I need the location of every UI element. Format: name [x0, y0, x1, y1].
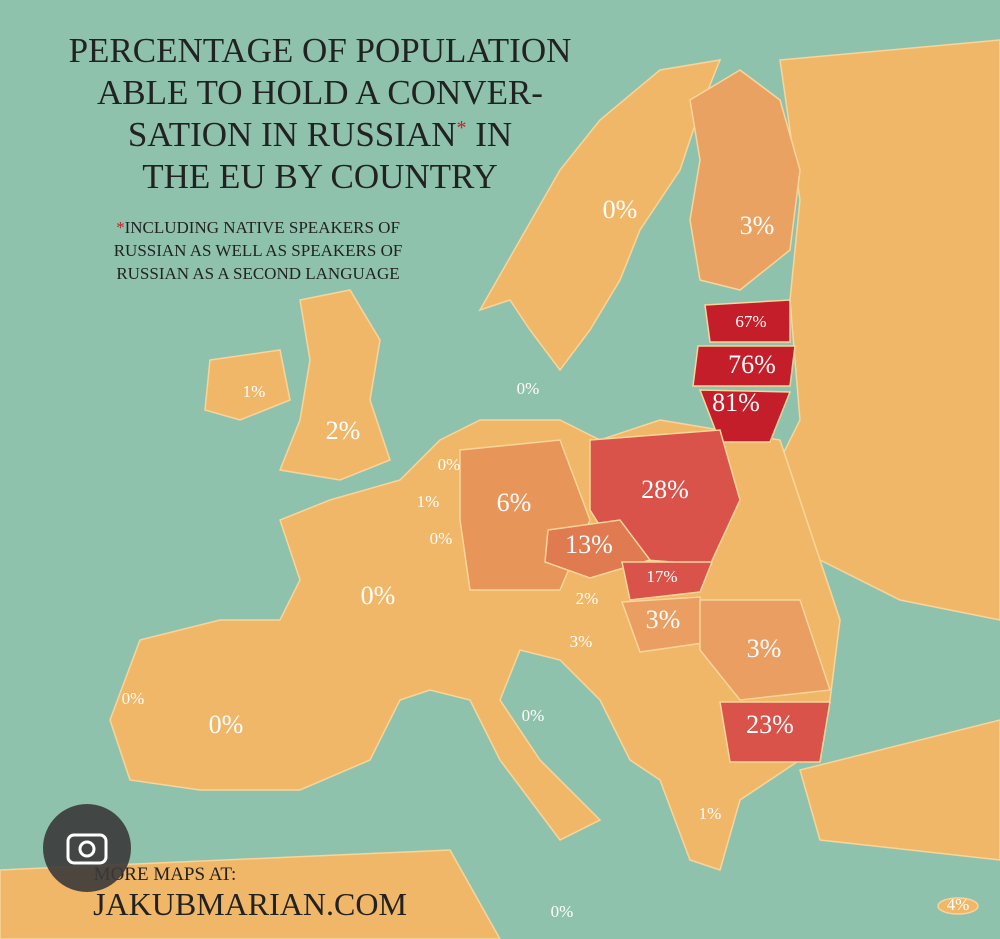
country-label: 0% — [209, 710, 244, 739]
footnote-line: RUSSIAN AS A SECOND LANGUAGE — [116, 264, 399, 283]
country-label: 81% — [712, 388, 760, 417]
footnote-part: INCLUDING NATIVE SPEAKERS OF — [125, 218, 400, 237]
country-label: 0% — [430, 529, 453, 548]
asterisk: * — [116, 218, 125, 237]
country-label: 1% — [417, 492, 440, 511]
country-label: 2% — [326, 416, 361, 445]
country-label: 0% — [517, 379, 540, 398]
title-line: SATION IN RUSSIAN* IN — [128, 115, 512, 154]
country-label: 0% — [361, 581, 396, 610]
country-label: 2% — [576, 589, 599, 608]
land — [0, 39, 1000, 939]
title-line: ABLE TO HOLD A CONVER- — [97, 73, 543, 112]
asterisk: * — [456, 117, 466, 139]
country-label: 0% — [551, 902, 574, 921]
country-label: 23% — [746, 710, 794, 739]
title-line: PERCENTAGE OF POPULATION — [69, 31, 572, 70]
lens-button[interactable] — [43, 804, 131, 892]
footnote-line: RUSSIAN AS WELL AS SPEAKERS OF — [114, 241, 403, 260]
title-part: IN — [466, 115, 512, 154]
country-label: 28% — [641, 475, 689, 504]
country-label: 3% — [740, 211, 775, 240]
country-label: 3% — [646, 605, 681, 634]
country-label: 17% — [646, 567, 677, 586]
country-label: 0% — [122, 689, 145, 708]
country-label: 3% — [570, 632, 593, 651]
footnote-line: *INCLUDING NATIVE SPEAKERS OF — [116, 218, 400, 237]
country-label: 1% — [699, 804, 722, 823]
footer-site: JAKUBMARIAN.COM — [93, 886, 407, 922]
country-label: 76% — [728, 350, 776, 379]
title-part: SATION IN RUSSIAN — [128, 115, 457, 154]
country-label: 67% — [735, 312, 766, 331]
title-line: THE EU BY COUNTRY — [142, 157, 498, 196]
country-label: 3% — [747, 634, 782, 663]
country-label: 0% — [438, 455, 461, 474]
country-label: 4% — [947, 895, 970, 914]
country-label: 6% — [497, 488, 532, 517]
country-label: 1% — [243, 382, 266, 401]
labels: 0% 3% 67% 76% 81% 1% 2% 0% 0% 1% 0% 6% 2… — [122, 195, 970, 921]
country-label: 13% — [565, 530, 613, 559]
country-label: 0% — [603, 195, 638, 224]
footer-lead: MORE MAPS AT: — [94, 864, 237, 885]
country-label: 0% — [522, 706, 545, 725]
